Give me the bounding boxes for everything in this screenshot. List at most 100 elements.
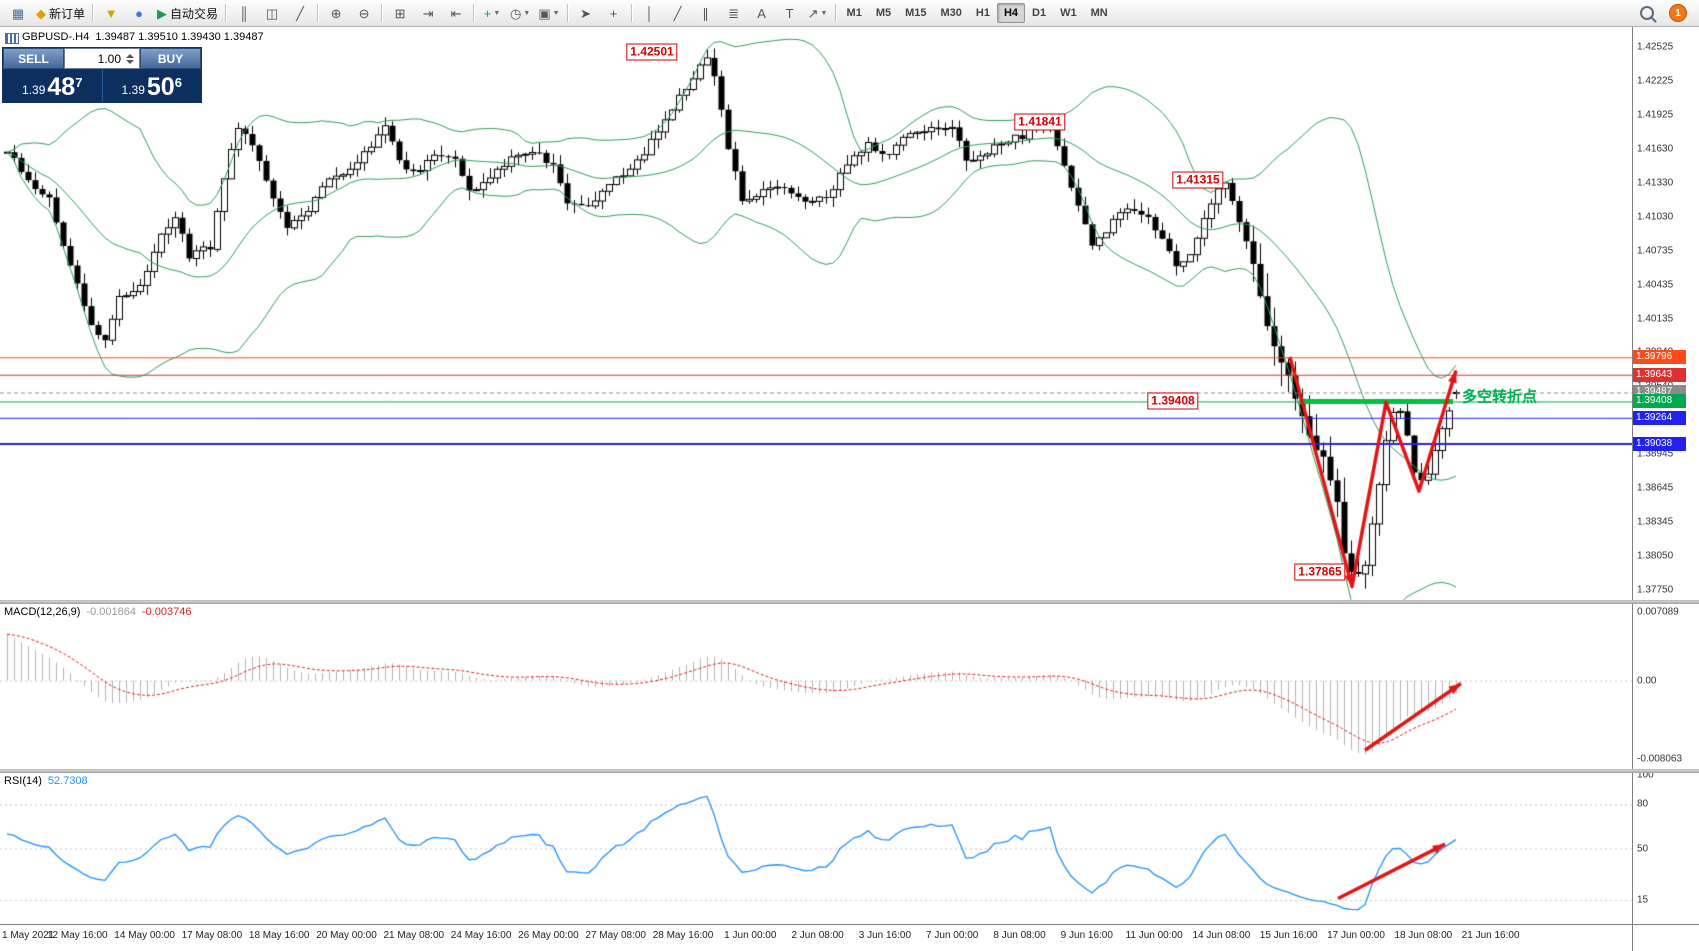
price-level-label: 1.39643 [1633,367,1686,382]
text-icon[interactable]: A [748,1,776,25]
indicators-icon[interactable]: + ▼ [478,1,506,25]
crosshair-icon: + [609,5,618,21]
price-tick: 1.38945 [1637,448,1674,460]
price-tick: 1.40435 [1637,279,1674,291]
trendline-icon[interactable]: ╱ [664,1,692,25]
price-level-label: 1.39408 [1633,394,1686,409]
auto-scroll-icon[interactable]: ⇥ [414,1,442,25]
autotrading-button[interactable]: ▶ 自动交易 [153,1,222,25]
price-axis[interactable]: 1.42525 1.42225 1.41925 1.41630 1.41330 1.410… [1632,27,1699,951]
price-annotation: 1.39408 [1147,392,1199,410]
chart-window-icon: ▦ [11,5,25,21]
price-tick: 1.42225 [1637,75,1674,87]
channel-icon[interactable]: ∥ [692,1,720,25]
auto-scroll-icon: ⇥ [422,5,434,21]
macd-signal-value: -0.003746 [141,606,192,618]
time-label: 3 Jun 16:00 [858,930,912,941]
periods-icon: ◷ [510,5,522,21]
price-tick: 1.38050 [1637,550,1674,562]
time-label: 15 Jun 16:00 [1259,930,1318,941]
timeframe-m1[interactable]: M1 [846,7,862,19]
zoom-in-icon[interactable]: ⊕ [322,1,350,25]
chart-shift-icon[interactable]: ⇤ [442,1,470,25]
toolbar-separator [92,4,95,22]
time-label: 2 Jun 08:00 [791,930,844,941]
timeframe-m15[interactable]: M15 [905,7,927,19]
chevron-down-icon: ▼ [552,9,560,17]
time-axis[interactable]: 1 May 2021 12 May 16:00 14 May 00:00 17 May… [0,926,1632,951]
autotrading-button-label: 自动交易 [170,6,219,21]
time-label: 12 May 16:00 [46,930,108,941]
toolbar: ▦ ◆ 新订单 ▼ ● ▶ 自动交易 ║ ◫ ╱ ⊕ ⊖ ⊞ ⇥ ⇤ + ▼ ◷ ▼ ▣ ▼ ➤ + │ ╱ ∥ ≣ A T ↗ ▼ M1 M… [0,0,1699,27]
time-label: 1 Jun 00:00 [724,930,777,941]
sell-price-display[interactable]: 1.39 48 7 [3,69,103,102]
toolbar-separator [317,4,320,22]
price-tick: 1.38645 [1637,482,1674,494]
macd-scale-value: 0.007089 [1637,606,1679,618]
line-chart-icon: ╱ [296,5,304,21]
zoom-out-icon: ⊖ [358,5,370,21]
panel-splitter-rsi[interactable] [0,769,1699,773]
time-label: 9 Jun 16:00 [1060,930,1113,941]
line-chart-icon[interactable]: ╱ [286,1,314,25]
search-button[interactable] [1633,1,1661,25]
macd-scale-value: -0.008063 [1637,753,1683,765]
crosshair-icon[interactable]: + [600,1,628,25]
bar-chart-icon[interactable]: ║ [230,1,258,25]
price-tick: 1.41630 [1637,143,1674,155]
chevron-down-icon: ▼ [820,9,828,17]
macd-header: MACD(12,26,9) -0.001864 -0.003746 [4,606,192,618]
volume-spin-down-icon[interactable] [126,59,134,64]
tile-windows-icon[interactable]: ⊞ [386,1,414,25]
buy-price-display[interactable]: 1.39 50 6 [121,73,182,101]
fibonacci-icon: ≣ [728,5,739,21]
periods-icon[interactable]: ◷ ▼ [506,1,534,25]
time-label: 7 Jun 00:00 [926,930,979,941]
label-icon[interactable]: T [776,1,804,25]
one-click-sell-button[interactable]: SELL [3,48,64,69]
panel-splitter-macd[interactable] [0,600,1699,604]
chevron-down-icon: ▼ [493,9,501,17]
time-label: 17 May 08:00 [181,930,243,941]
timeframe-w1[interactable]: W1 [1060,7,1077,19]
rsi-scale-value: 100 [1637,769,1654,781]
arrows-icon: ↗ [807,5,819,21]
arrows-icon[interactable]: ↗ ▼ [804,1,832,25]
new-order-button: ◆ [36,5,46,21]
turning-point-note: 多空转折点 [1462,388,1538,406]
volume-spin-up-icon[interactable] [126,53,134,58]
chart-window-icon [5,33,19,44]
volume-input[interactable] [65,50,124,67]
one-click-buy-button[interactable]: BUY [140,48,201,69]
macd-value: -0.001864 [86,606,136,618]
timeframe-d1[interactable]: D1 [1032,7,1047,19]
price-tick: 1.41330 [1637,177,1674,189]
market-watch-icon[interactable]: ● [125,1,153,25]
price-tick: 1.38345 [1637,516,1674,528]
notification-badge[interactable]: 1 [1669,4,1687,22]
price-tick: 1.41030 [1637,211,1674,223]
vertical-line-icon[interactable]: │ [636,1,664,25]
templates-icon[interactable]: ▣ ▼ [534,1,563,25]
time-label: 18 May 16:00 [248,930,310,941]
channel-icon: ∥ [702,5,709,21]
zoom-out-icon[interactable]: ⊖ [350,1,378,25]
chevron-down-icon: ▼ [523,9,531,17]
rsi-scale-value: 80 [1637,798,1649,810]
timeframe-m30[interactable]: M30 [940,7,962,19]
candlestick-chart-icon[interactable]: ◫ [258,1,286,25]
chart-window-icon[interactable]: ▦ [4,1,32,25]
toolbar-separator [473,4,476,22]
rsi-scale-value: 50 [1637,843,1649,854]
new-order-button[interactable]: ◆ 新订单 [32,1,89,25]
timeframe-m5[interactable]: M5 [875,7,892,19]
rsi-scale-value: 15 [1637,894,1649,906]
cursor-icon[interactable]: ➤ [572,1,600,25]
timeframe-mn[interactable]: MN [1090,7,1108,19]
profiles-icon[interactable]: ▼ [97,1,125,25]
bar-chart-icon: ║ [239,5,249,21]
fibonacci-icon[interactable]: ≣ [720,1,748,25]
timeframe-h1[interactable]: H1 [975,7,990,19]
timeframe-h4[interactable]: H4 [996,3,1026,23]
